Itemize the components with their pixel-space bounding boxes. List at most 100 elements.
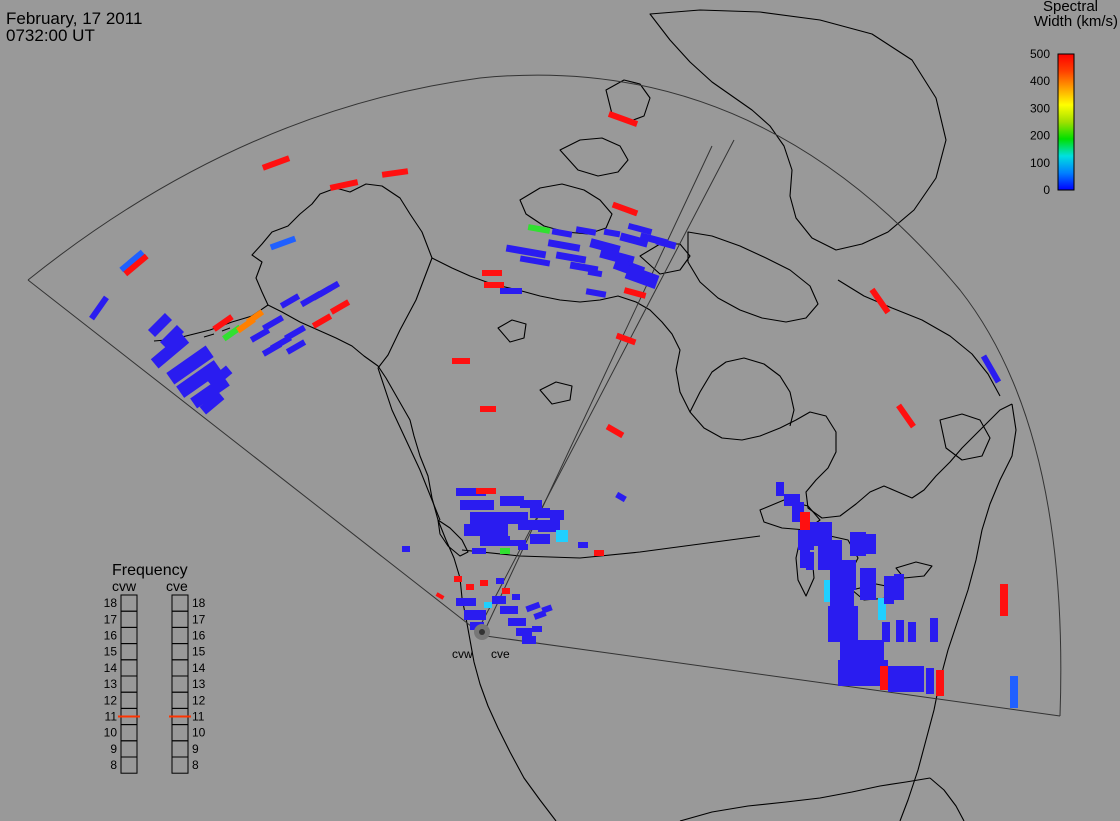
backscatter-cell: [585, 288, 607, 298]
backscatter-cell: [279, 293, 301, 309]
backscatter-cell: [888, 666, 924, 692]
frequency-scale-label: 17: [192, 612, 206, 626]
backscatter-cell: [261, 341, 283, 357]
backscatter-cell: [496, 578, 504, 584]
fov-west-edge: [27, 279, 477, 631]
backscatter-cell: [522, 636, 536, 644]
backscatter-cell: [470, 512, 510, 524]
backscatter-cell: [655, 237, 677, 250]
coastline-labrador: [837, 279, 1001, 397]
frequency-scale-label: 11: [105, 710, 118, 724]
backscatter-cell: [207, 365, 233, 389]
backscatter-cell: [527, 224, 551, 234]
backscatter-cell: [1010, 676, 1018, 708]
backscatter-cell: [480, 580, 488, 586]
colorbar-tick-label: 100: [1030, 156, 1050, 170]
backscatter-cell: [926, 668, 934, 694]
backscatter-cell: [619, 232, 649, 248]
backscatter-cell: [605, 423, 625, 439]
coastline-layer: [153, 9, 1017, 821]
backscatter-cell: [555, 251, 587, 264]
backscatter-cell: [480, 536, 510, 546]
backscatter-cell: [818, 540, 842, 570]
backscatter-cell: [538, 520, 560, 532]
frequency-cell: [120, 756, 138, 774]
colorbar-ticks: 500 400 300 200 100 0: [1030, 47, 1050, 197]
colorbar-tick-label: 300: [1030, 101, 1050, 115]
border-alaska-canada: [377, 257, 433, 369]
frequency-cell: [120, 724, 138, 742]
frequency-scale-label: 14: [192, 661, 206, 675]
backscatter-cell: [930, 618, 938, 642]
backscatter-cell: [860, 568, 876, 600]
coastline-atlantic: [899, 403, 1017, 821]
border-canada-us: [461, 535, 761, 559]
backscatter-cell: [518, 544, 528, 550]
frequency-cell: [171, 659, 189, 677]
frequency-cell: [171, 643, 189, 661]
frequency-cell: [120, 610, 138, 628]
backscatter-cell: [884, 576, 894, 604]
backscatter-cell: [936, 670, 944, 696]
backscatter-cell: [492, 596, 506, 604]
backscatter-cell: [381, 168, 409, 178]
backscatter-cell: [500, 496, 524, 506]
backscatter-cell: [261, 314, 285, 332]
frequency-scale-label: 15: [192, 645, 206, 659]
backscatter-cell: [261, 155, 291, 171]
backscatter-cell: [464, 524, 508, 536]
coastline-gulf: [679, 777, 931, 821]
frequency-scale-label: 14: [104, 661, 118, 675]
backscatter-cell: [800, 512, 810, 530]
backscatter-cell: [623, 287, 647, 299]
backscatter-cell: [285, 339, 307, 355]
coastline-arctic-mainland: [431, 257, 1013, 519]
fov-outer-arc: [27, 74, 1062, 717]
frequency-scale-label: 13: [104, 677, 118, 691]
arctic-island-5: [539, 381, 573, 405]
backscatter-cell: [500, 548, 510, 554]
coastline-alaska-south: [267, 304, 433, 499]
backscatter-cell: [402, 546, 410, 552]
frequency-cell: [120, 740, 138, 758]
backscatter-cell: [575, 226, 597, 236]
backscatter-cell: [212, 314, 234, 332]
backscatter-cell: [476, 488, 496, 494]
backscatter-cell: [159, 324, 185, 350]
colorbar: Spectral Width (km/s) 500 400 300 200 100 0: [1030, 0, 1118, 197]
coastline-baffin: [687, 231, 819, 323]
coastline-newfoundland: [939, 413, 991, 461]
backscatter-cell: [460, 500, 494, 510]
backscatter-cell: [556, 530, 568, 542]
backscatter-cell: [454, 576, 462, 582]
frequency-cell: [171, 740, 189, 758]
backscatter-cell: [869, 287, 891, 315]
backscatter-cell: [283, 324, 307, 342]
backscatter-cell: [627, 222, 653, 236]
backscatter-cell: [611, 201, 639, 217]
backscatter-cell: [317, 280, 341, 298]
backscatter-cell: [123, 253, 149, 277]
backscatter-cell: [615, 332, 637, 346]
backscatter-cell: [838, 660, 888, 686]
backscatter-cell: [525, 601, 541, 613]
backscatter-cell: [147, 312, 173, 338]
backscatter-cell: [880, 666, 888, 690]
coastline-florida: [929, 777, 965, 821]
backscatter-cell: [589, 238, 621, 255]
colorbar-title-line1: Spectral: [1043, 0, 1098, 15]
coastline-pacific: [431, 497, 557, 821]
backscatter-cell: [482, 270, 502, 276]
backscatter-cell: [484, 602, 492, 608]
frequency-cell: [171, 675, 189, 693]
frequency-scale-label: 11: [192, 710, 205, 724]
backscatter-cell: [199, 391, 225, 415]
backscatter-cell: [166, 345, 214, 385]
frequency-panel: Frequency cvw cve 1817161514131211109818…: [104, 562, 206, 774]
arctic-island-1: [519, 183, 613, 235]
backscatter-cell: [508, 540, 526, 546]
backscatter-cell: [500, 606, 518, 614]
station-label-cvw: cvw: [452, 647, 473, 661]
arctic-island-2: [559, 137, 629, 177]
frequency-cell: [120, 643, 138, 661]
